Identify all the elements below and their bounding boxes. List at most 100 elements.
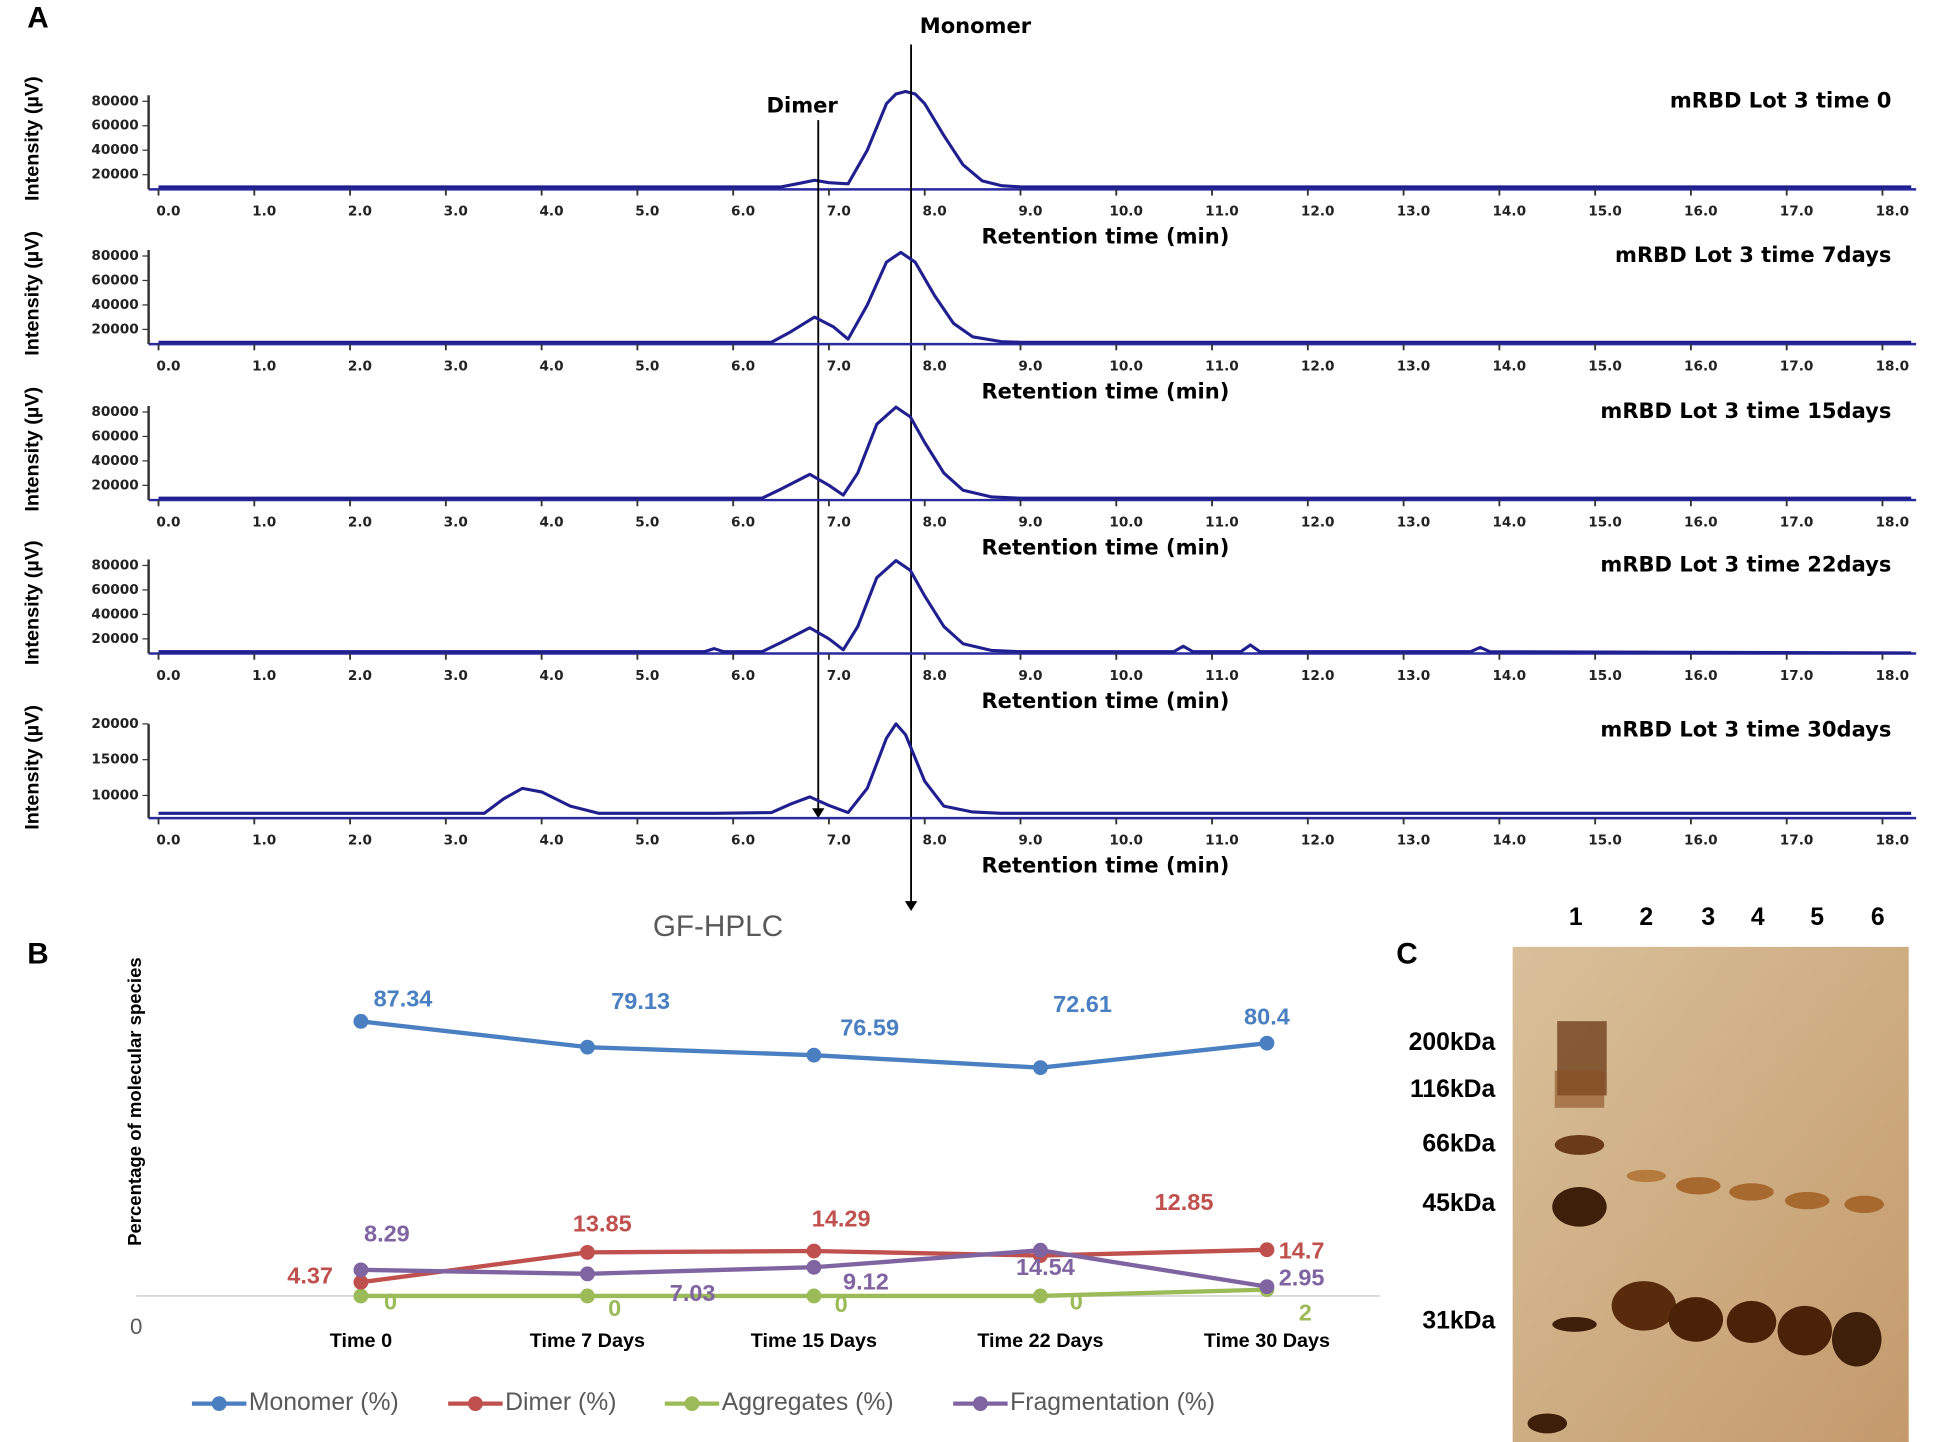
x-tick-label: 3.0 bbox=[444, 358, 468, 374]
x-tick-label: 2.0 bbox=[348, 514, 372, 530]
x-tick-label: 14.0 bbox=[1492, 204, 1526, 220]
x-tick-label: 14.0 bbox=[1492, 514, 1526, 530]
x-tick-label: 18.0 bbox=[1876, 832, 1910, 848]
x-tick-label: 3.0 bbox=[444, 204, 468, 220]
y-axis-label: Intensity (µV) bbox=[22, 540, 44, 665]
x-tick-label: 7.0 bbox=[827, 358, 851, 374]
chromatogram: 0.0 1.0 2.0 3.0 4.0 5.0 6.0 7.0 8.0 9.0 10.0 11.0 12… bbox=[22, 231, 1917, 403]
x-tick-label: 13.0 bbox=[1397, 358, 1431, 374]
x-tick-label: 7.0 bbox=[827, 832, 851, 848]
data-label: 9.12 bbox=[843, 1269, 889, 1295]
x-tick-label: 4.0 bbox=[539, 358, 563, 374]
x-tick-label: 2.0 bbox=[348, 832, 372, 848]
y-tick-label: 40000 bbox=[91, 297, 138, 313]
lane-label: 6 bbox=[1871, 904, 1885, 931]
y-tick-label: 20000 bbox=[91, 477, 138, 493]
lane-label: 3 bbox=[1701, 904, 1715, 931]
x-tick-label: 12.0 bbox=[1301, 358, 1335, 374]
x-tick-label: 5.0 bbox=[635, 668, 659, 684]
x-tick-label: 13.0 bbox=[1397, 514, 1431, 530]
y-axis-label: Intensity (µV) bbox=[22, 231, 44, 356]
x-tick-label: 1.0 bbox=[252, 832, 276, 848]
x-tick-label: 15.0 bbox=[1588, 514, 1622, 530]
chromatogram: 0.0 1.0 2.0 3.0 4.0 5.0 6.0 7.0 8.0 9.0 10.0 11.0 12… bbox=[22, 705, 1917, 877]
y-tick-label: 60000 bbox=[91, 582, 138, 598]
marker-label: 45kDa bbox=[1422, 1190, 1495, 1217]
x-tick-label: 9.0 bbox=[1018, 832, 1042, 848]
gel-band bbox=[1554, 1070, 1605, 1108]
lane-label: 5 bbox=[1810, 904, 1824, 931]
y-tick-label: 60000 bbox=[91, 428, 138, 444]
x-tick-label: 18.0 bbox=[1876, 668, 1910, 684]
x-tick-label: 16.0 bbox=[1684, 668, 1718, 684]
y-tick-label: 20000 bbox=[91, 321, 138, 337]
data-label: 14.54 bbox=[1016, 1254, 1075, 1280]
data-label: 2.95 bbox=[1279, 1264, 1325, 1290]
y-axis-label: Percentage of molecular species bbox=[124, 957, 145, 1246]
y-tick-label: 40000 bbox=[91, 453, 138, 469]
x-tick-label: 16.0 bbox=[1684, 204, 1718, 220]
x-tick-label: 6.0 bbox=[731, 204, 755, 220]
x-axis-label: Retention time (min) bbox=[981, 852, 1229, 877]
marker-label: 116kDa bbox=[1410, 1076, 1496, 1103]
y-tick-label: 40000 bbox=[91, 606, 138, 622]
y-tick-label: 80000 bbox=[91, 248, 138, 264]
data-label: 0 bbox=[1070, 1289, 1083, 1315]
data-point bbox=[353, 1288, 369, 1304]
x-tick-label: 8.0 bbox=[923, 514, 947, 530]
x-tick-label: 13.0 bbox=[1397, 832, 1431, 848]
data-label: 8.29 bbox=[364, 1220, 410, 1246]
annotation-arrowhead bbox=[812, 808, 825, 819]
x-tick-label: 7.0 bbox=[827, 204, 851, 220]
x-tick-label: 7.0 bbox=[827, 514, 851, 530]
x-axis-label: Retention time (min) bbox=[981, 378, 1229, 403]
data-label: 4.37 bbox=[287, 1262, 333, 1288]
data-label: 12.85 bbox=[1155, 1189, 1214, 1215]
x-tick-label: 3.0 bbox=[444, 668, 468, 684]
x-tick-label: 2.0 bbox=[348, 668, 372, 684]
x-tick-label: 1.0 bbox=[252, 204, 276, 220]
lane-label: 2 bbox=[1639, 904, 1653, 931]
legend-marker bbox=[211, 1396, 227, 1412]
chromatogram: 0.0 1.0 2.0 3.0 4.0 5.0 6.0 7.0 8.0 9.0 10.0 11.0 12… bbox=[22, 387, 1917, 559]
chromatogram-trace bbox=[158, 250, 1912, 344]
gel-band bbox=[1611, 1281, 1677, 1331]
x-tick-label: 18.0 bbox=[1876, 514, 1910, 530]
x-tick-label: 15.0 bbox=[1588, 204, 1622, 220]
lane-label: 1 bbox=[1569, 904, 1583, 931]
x-tick-label: 3.0 bbox=[444, 832, 468, 848]
legend-marker bbox=[684, 1396, 700, 1412]
x-tick-label: 14.0 bbox=[1492, 358, 1526, 374]
x-tick-label: 12.0 bbox=[1301, 514, 1335, 530]
data-label: 14.29 bbox=[812, 1205, 871, 1231]
x-tick-label: 10.0 bbox=[1109, 514, 1143, 530]
chromatogram-trace bbox=[158, 405, 1912, 500]
chart-title: mRBD Lot 3 time 22days bbox=[1600, 552, 1891, 577]
x-tick-label: 0.0 bbox=[156, 358, 180, 374]
data-point bbox=[1033, 1242, 1048, 1258]
x-tick-label: 11.0 bbox=[1205, 204, 1239, 220]
x-tick-label: 5.0 bbox=[635, 514, 659, 530]
x-axis-label: Retention time (min) bbox=[981, 688, 1229, 713]
x-tick-label: 12.0 bbox=[1301, 204, 1335, 220]
y-tick-label: 20000 bbox=[91, 716, 138, 732]
x-tick-label: 3.0 bbox=[444, 514, 468, 530]
panel-label: B bbox=[27, 937, 48, 970]
x-tick-label: 2.0 bbox=[348, 358, 372, 374]
y-axis-label: Intensity (µV) bbox=[22, 387, 44, 512]
chromatogram: 0.0 1.0 2.0 3.0 4.0 5.0 6.0 7.0 8.0 9.0 10.0 11.0 12… bbox=[22, 13, 1917, 911]
x-tick-label: 17.0 bbox=[1780, 204, 1814, 220]
gel-band bbox=[1831, 1312, 1882, 1367]
data-label: 0 bbox=[608, 1295, 621, 1321]
y-tick-label: 15000 bbox=[91, 752, 138, 768]
x-tick-label: Time 15 Days bbox=[751, 1330, 877, 1352]
y-tick-label: 60000 bbox=[91, 272, 138, 288]
data-point bbox=[806, 1047, 822, 1063]
data-point bbox=[579, 1266, 595, 1282]
data-label: 2 bbox=[1299, 1300, 1312, 1326]
x-tick-label: 16.0 bbox=[1684, 832, 1718, 848]
chart-title: GF-HPLC bbox=[653, 910, 783, 943]
x-tick-label: 11.0 bbox=[1205, 832, 1239, 848]
chart-title: mRBD Lot 3 time 30days bbox=[1600, 716, 1891, 741]
